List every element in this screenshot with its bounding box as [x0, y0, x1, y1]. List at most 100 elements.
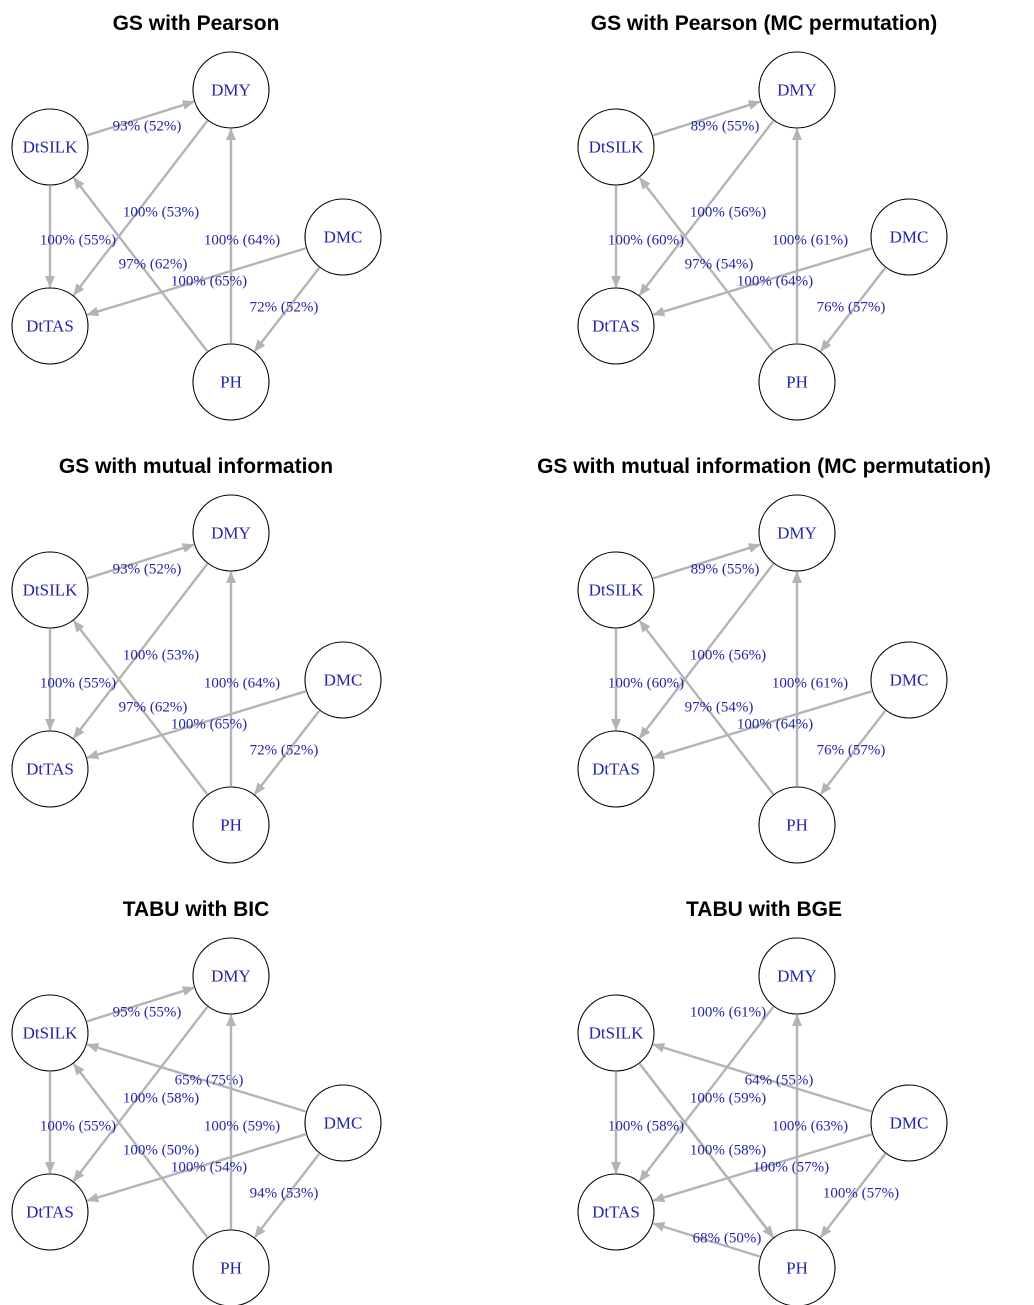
- edge-dtsilk-to-dmy: [86, 986, 195, 1023]
- edge-dmc-to-dttas: [86, 1133, 307, 1203]
- node-label: DMY: [777, 81, 817, 100]
- edge-dtsilk-to-dmy: [86, 100, 195, 137]
- edges-layer: 89% (55%) 100% (56%) 100% (60%) 100% (61%) 9…: [608, 543, 887, 795]
- node-dmc: DMC: [870, 198, 948, 276]
- edge-label: 76% (57%): [817, 742, 886, 758]
- edge-dmc-to-ph: [819, 267, 887, 352]
- node-dmc: DMC: [304, 1084, 382, 1162]
- edge-label: 100% (60%): [608, 675, 684, 691]
- edge-label: 100% (60%): [608, 232, 684, 248]
- node-ph: PH: [192, 1229, 270, 1305]
- panel-tabu-bge: TABU with BGE 100% (61%) 64% (55%) 100% (5…: [577, 898, 948, 1305]
- edge-dmc-to-dttas: [652, 247, 873, 317]
- node-dttas: DtTAS: [577, 730, 655, 808]
- node-dmc: DMC: [870, 641, 948, 719]
- edge-label: 100% (64%): [204, 675, 280, 691]
- node-dmy: DMY: [192, 494, 270, 572]
- edge-dmc-to-ph: [253, 1153, 321, 1238]
- panel-title: TABU with BGE: [686, 898, 842, 921]
- edge-label: 93% (52%): [113, 118, 182, 134]
- edge-label: 100% (64%): [737, 716, 813, 732]
- node-ph: PH: [192, 343, 270, 421]
- edge-dmc-to-dttas: [652, 690, 873, 760]
- node-label: DMY: [777, 524, 817, 543]
- edge-dtsilk-to-dmy: [652, 543, 761, 580]
- edge-label: 100% (55%): [40, 232, 116, 248]
- node-circle: [11, 551, 89, 629]
- edge-label: 97% (54%): [685, 699, 754, 715]
- node-circle: [11, 730, 89, 808]
- edge-label: 100% (58%): [690, 1142, 766, 1158]
- node-label: PH: [786, 816, 808, 835]
- panel-gs-mutual-information: GS with mutual information 93% (52%) 100%…: [11, 455, 382, 864]
- node-label: DtTAS: [592, 760, 640, 779]
- node-circle: [758, 494, 836, 572]
- node-label: DtTAS: [26, 760, 74, 779]
- node-circle: [758, 786, 836, 864]
- node-label: DtTAS: [592, 1203, 640, 1222]
- edge-label: 68% (50%): [693, 1230, 762, 1246]
- node-circle: [192, 1229, 270, 1305]
- edge-label: 100% (53%): [123, 204, 199, 220]
- node-dmc: DMC: [304, 641, 382, 719]
- edge-label: 100% (65%): [171, 273, 247, 289]
- panel-title: GS with Pearson (MC permutation): [591, 12, 938, 35]
- node-circle: [192, 494, 270, 572]
- node-dttas: DtTAS: [11, 730, 89, 808]
- node-label: DMY: [211, 524, 251, 543]
- edge-dmc-to-ph: [253, 710, 321, 795]
- node-circle: [577, 108, 655, 186]
- node-label: DMC: [324, 1114, 363, 1133]
- edge-dmc-to-ph: [819, 1153, 887, 1238]
- node-dttas: DtTAS: [11, 287, 89, 365]
- edge-dmy-to-dttas: [72, 120, 209, 296]
- edge-label: 100% (64%): [737, 273, 813, 289]
- edge-dmc-to-ph: [253, 267, 321, 352]
- panel-title: GS with mutual information (MC permutati…: [537, 455, 991, 478]
- edge-label: 100% (50%): [123, 1142, 199, 1158]
- nodes-layer: DMY DtSILK DMC DtTAS PH: [11, 51, 382, 421]
- node-circle: [192, 51, 270, 129]
- node-label: DtSILK: [589, 581, 645, 600]
- nodes-layer: DMY DtSILK DMC DtTAS PH: [577, 51, 948, 421]
- panel-tabu-bic: TABU with BIC 95% (55%) 65% (75%) 100% (58…: [11, 898, 382, 1305]
- panel-gs-pearson: GS with Pearson 93% (52%) 100% (53%) 100% …: [11, 12, 382, 421]
- node-label: DtSILK: [23, 138, 79, 157]
- node-dttas: DtTAS: [577, 287, 655, 365]
- edge-dmc-to-dttas: [86, 247, 307, 317]
- node-circle: [870, 1084, 948, 1162]
- edge-label: 100% (59%): [690, 1090, 766, 1106]
- node-ph: PH: [758, 343, 836, 421]
- node-circle: [577, 551, 655, 629]
- edge-label: 65% (75%): [175, 1072, 244, 1088]
- edge-label: 100% (56%): [690, 204, 766, 220]
- node-circle: [192, 786, 270, 864]
- node-circle: [577, 1173, 655, 1251]
- node-label: PH: [220, 373, 242, 392]
- node-circle: [11, 1173, 89, 1251]
- edge-label: 100% (58%): [123, 1090, 199, 1106]
- edge-dmc-to-ph: [819, 710, 887, 795]
- edge-label: 100% (65%): [171, 716, 247, 732]
- panel-title: GS with Pearson: [113, 12, 280, 35]
- node-dmy: DMY: [192, 937, 270, 1015]
- edge-ph-to-dtsilk: [72, 620, 209, 795]
- edge-dmy-to-dttas: [638, 563, 775, 739]
- edge-label: 100% (54%): [171, 1159, 247, 1175]
- node-label: DMC: [890, 228, 929, 247]
- nodes-layer: DMY DtSILK DMC DtTAS PH: [577, 937, 948, 1305]
- node-label: DtSILK: [23, 1024, 79, 1043]
- node-label: DMC: [324, 671, 363, 690]
- node-label: DMY: [211, 967, 251, 986]
- node-label: DtTAS: [26, 1203, 74, 1222]
- node-dtsilk: DtSILK: [577, 551, 655, 629]
- edge-dmc-to-dtsilk: [652, 1042, 873, 1113]
- edge-dmy-to-dttas: [638, 1006, 775, 1182]
- node-label: DMY: [777, 967, 817, 986]
- node-dtsilk: DtSILK: [577, 994, 655, 1072]
- node-label: PH: [786, 373, 808, 392]
- edge-label: 100% (61%): [772, 675, 848, 691]
- edge-label: 76% (57%): [817, 299, 886, 315]
- edge-label: 100% (64%): [204, 232, 280, 248]
